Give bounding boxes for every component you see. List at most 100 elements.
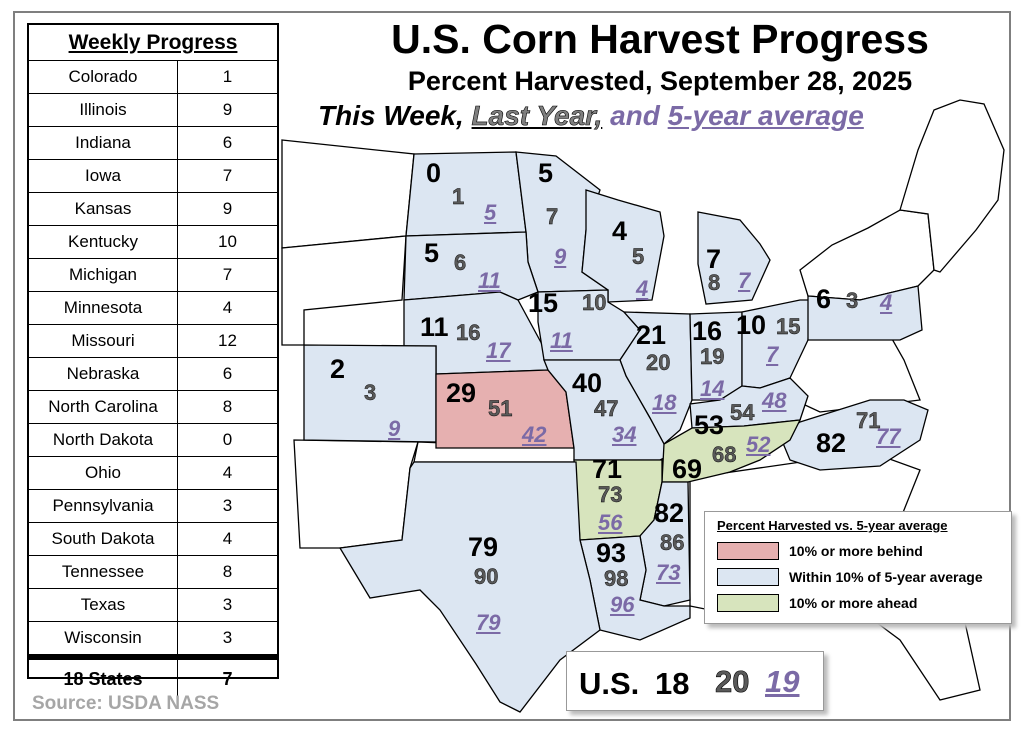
north-carolina-this-week-value: 82: [816, 428, 847, 458]
kansas-avg-value: 42: [522, 422, 547, 447]
row-state: Indiana: [29, 127, 178, 159]
nebraska-this-week-value: 11: [420, 312, 449, 342]
table-row: Tennessee 8: [29, 556, 277, 589]
row-value: 10: [218, 232, 237, 251]
north-carolina-avg-value: 77: [876, 424, 901, 449]
chart-frame: [13, 11, 1011, 721]
kansas-this-week-value: 29: [446, 378, 477, 408]
mississippi-avg-value: 73: [656, 560, 681, 585]
legend-item-ahead: 10% or more ahead: [717, 594, 917, 612]
north-dakota-this-week-value: 0: [426, 158, 442, 188]
row-value: 4: [222, 463, 233, 482]
row-value: 12: [218, 331, 237, 350]
tennessee-this-week-value: 69: [672, 454, 703, 484]
row-value: 9: [222, 199, 233, 218]
row-value: 9: [222, 100, 233, 119]
row-state: Nebraska: [29, 358, 178, 390]
table-row: Missouri 12: [29, 325, 277, 358]
table-total-row: 18 States 7: [29, 660, 277, 698]
arkansas-last-year-value: 73: [598, 482, 623, 507]
row-state: North Dakota: [29, 424, 178, 456]
minnesota-last-year-value: 7: [546, 204, 559, 229]
row-value: 0: [222, 430, 233, 449]
row-value: 1: [222, 67, 233, 86]
illinois-last-year-value: 20: [646, 350, 671, 375]
table-row: Kansas 9: [29, 193, 277, 226]
indiana-last-year-value: 19: [700, 344, 725, 369]
row-state: Missouri: [29, 325, 178, 357]
state-north-dakota: [405, 151, 527, 237]
row-value: 6: [222, 133, 233, 152]
state-michigan: [697, 211, 771, 305]
arkansas-this-week-value: 71: [592, 454, 623, 484]
row-state: Illinois: [29, 94, 178, 126]
row-state: Iowa: [29, 160, 178, 192]
pennsylvania-this-week-value: 6: [816, 284, 832, 314]
louisiana-this-week-value: 93: [596, 538, 627, 568]
row-state: Texas: [29, 589, 178, 621]
row-state: Colorado: [29, 61, 178, 93]
nebraska-last-year-value: 16: [456, 320, 481, 345]
table-row: Nebraska 6: [29, 358, 277, 391]
michigan-this-week-value: 7: [706, 244, 722, 274]
minnesota-this-week-value: 5: [538, 158, 554, 188]
table-row: Pennsylvania 3: [29, 490, 277, 523]
south-dakota-this-week-value: 5: [424, 238, 440, 268]
total-label: 18 States: [29, 660, 178, 698]
table-row: Michigan 7: [29, 259, 277, 292]
state-wisconsin: [581, 189, 665, 303]
row-value: 3: [222, 595, 233, 614]
minnesota-avg-value: 9: [554, 244, 567, 269]
indiana-this-week-value: 16: [692, 316, 723, 346]
michigan-avg-value: 7: [738, 268, 751, 293]
row-value: 4: [222, 298, 233, 317]
row-state: Michigan: [29, 259, 178, 291]
texas-avg-value: 79: [476, 610, 501, 635]
table-row: North Carolina 8: [29, 391, 277, 424]
colorado-last-year-value: 3: [364, 380, 377, 405]
row-state: North Carolina: [29, 391, 178, 423]
row-value: 8: [222, 562, 233, 581]
avg-key: and 5-year average: [610, 100, 864, 131]
map-legend: Percent Harvested vs. 5-year average 10%…: [704, 511, 1012, 624]
row-state: Pennsylvania: [29, 490, 178, 522]
state-texas: [338, 461, 601, 713]
tennessee-avg-value: 52: [746, 432, 771, 457]
missouri-last-year-value: 47: [594, 396, 619, 421]
ohio-this-week-value: 10: [736, 310, 767, 340]
row-state: Minnesota: [29, 292, 178, 324]
wisconsin-this-week-value: 4: [612, 216, 628, 246]
mississippi-this-week-value: 82: [654, 498, 685, 528]
missouri-avg-value: 34: [612, 422, 637, 447]
tennessee-last-year-value: 68: [712, 442, 737, 467]
kentucky-last-year-value: 54: [730, 400, 755, 425]
us-this-week: 18: [655, 666, 690, 701]
row-state: South Dakota: [29, 523, 178, 555]
weekly-progress-title: Weekly Progress: [29, 25, 277, 61]
indiana-avg-value: 14: [700, 376, 725, 401]
mississippi-last-year-value: 86: [660, 530, 685, 555]
source-note: Source: USDA NASS: [32, 693, 220, 714]
north-carolina-last-year-value: 71: [856, 408, 881, 433]
row-value: 7: [222, 166, 233, 185]
kentucky-this-week-value: 53: [694, 410, 725, 440]
row-state: Kentucky: [29, 226, 178, 258]
state-pennsylvania: [807, 285, 923, 341]
table-row: Texas 3: [29, 589, 277, 622]
ohio-last-year-value: 15: [776, 314, 801, 339]
kansas-last-year-value: 51: [488, 396, 513, 421]
table-row: Indiana 6: [29, 127, 277, 160]
wisconsin-last-year-value: 5: [632, 244, 645, 269]
colorado-avg-value: 9: [388, 416, 401, 441]
legend-item-behind: 10% or more behind: [717, 542, 923, 560]
iowa-last-year-value: 10: [582, 290, 607, 315]
illinois-avg-value: 18: [652, 390, 677, 415]
state-wyoming: [281, 235, 407, 346]
page-subtitle: Percent Harvested, September 28, 2025: [407, 66, 913, 96]
row-value: 3: [222, 496, 233, 515]
louisiana-avg-value: 96: [610, 592, 635, 617]
missouri-this-week-value: 40: [572, 368, 603, 398]
michigan-last-year-value: 8: [708, 270, 721, 295]
table-row: Kentucky 10: [29, 226, 277, 259]
kentucky-avg-value: 48: [762, 388, 787, 413]
